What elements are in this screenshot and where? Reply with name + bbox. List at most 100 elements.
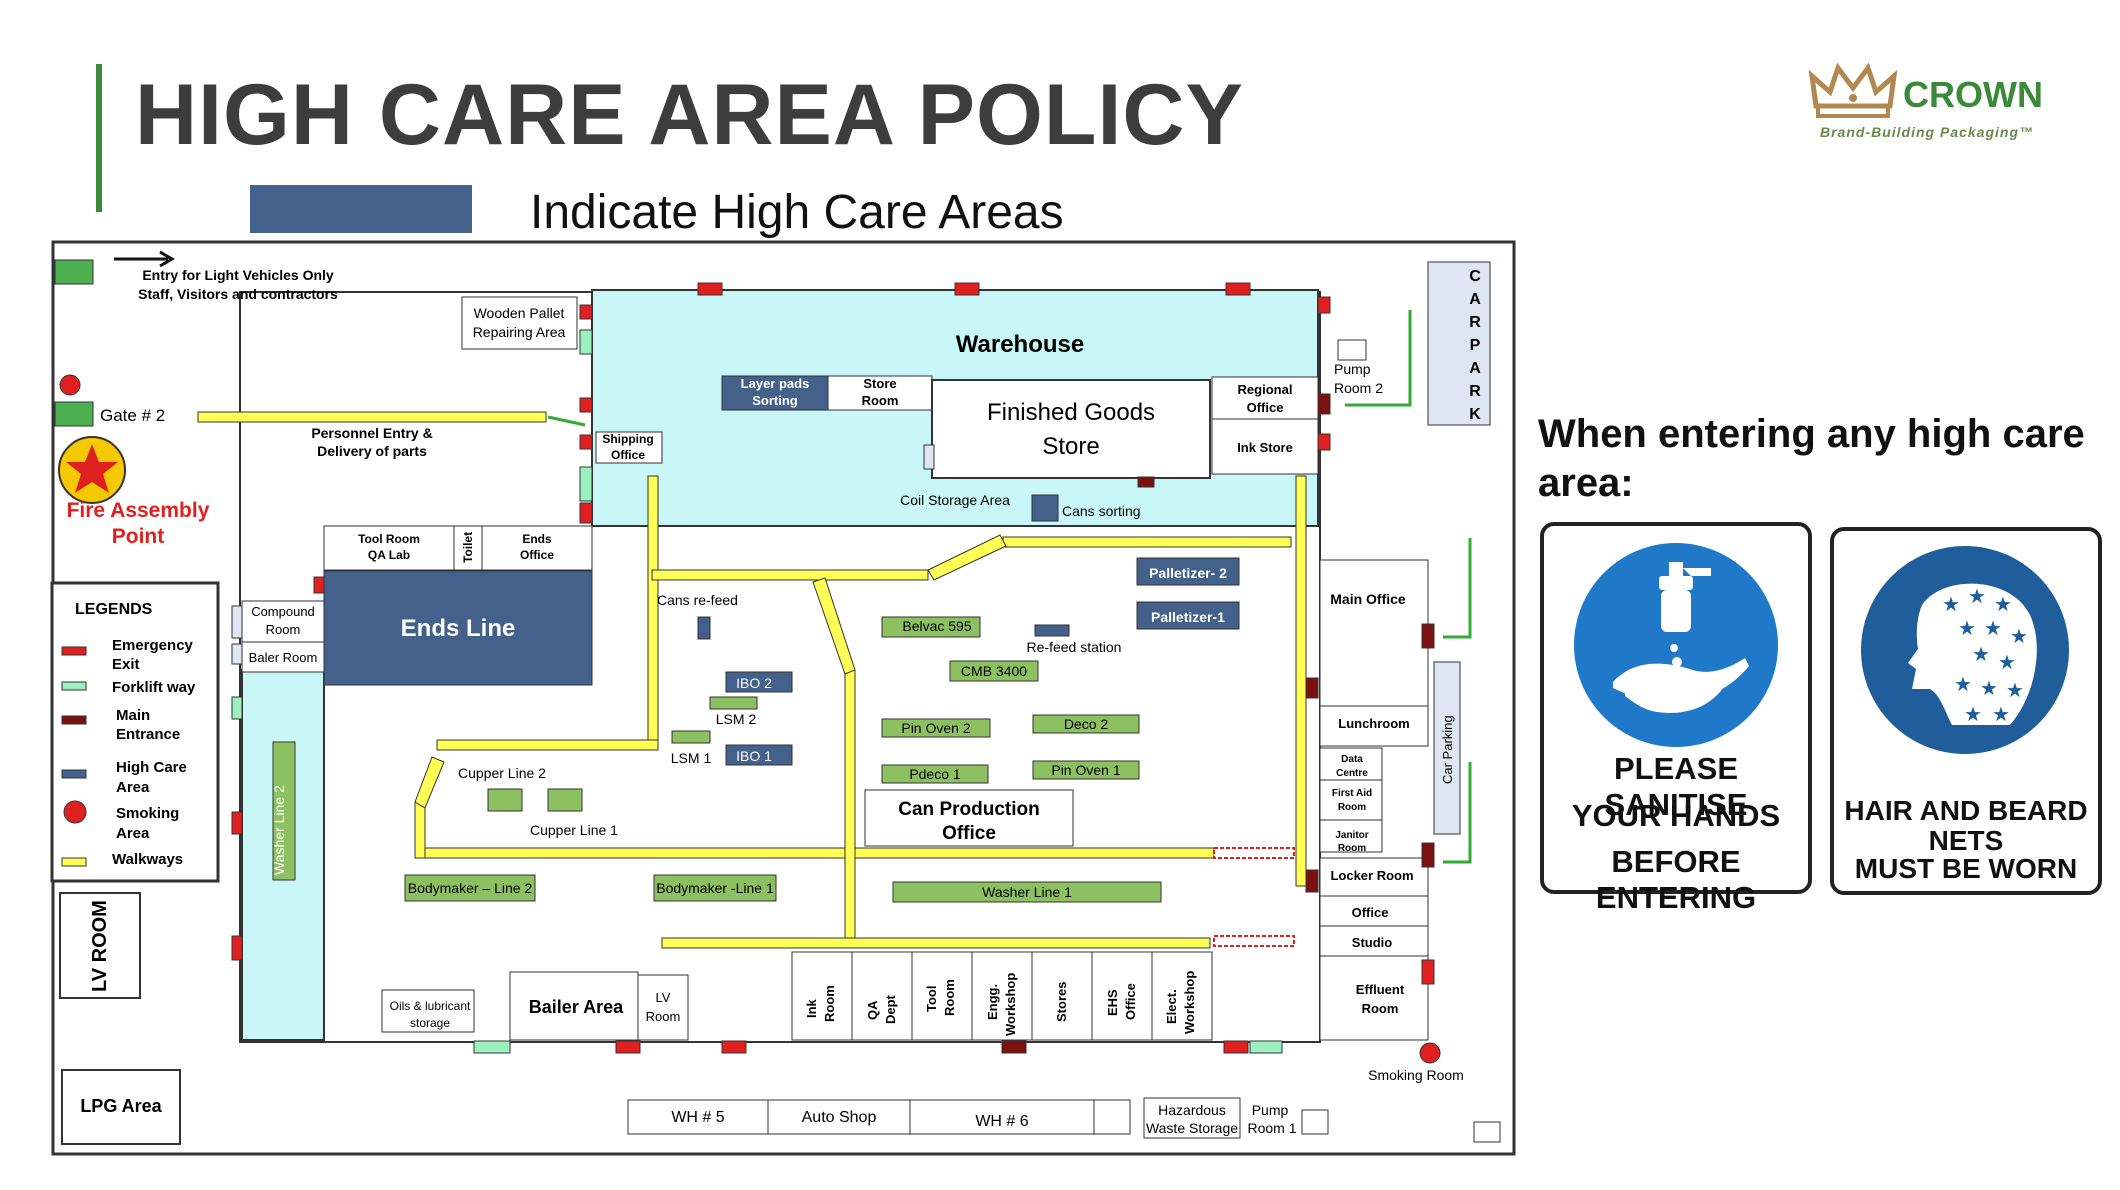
entry-marker bbox=[54, 259, 94, 285]
legend-smoking-swatch bbox=[63, 800, 87, 824]
svg-text:Emergency: Emergency bbox=[112, 637, 194, 654]
svg-text:Cans re-feed: Cans re-feed bbox=[657, 592, 738, 608]
cans-sorting-box bbox=[1031, 494, 1059, 522]
svg-text:Room 2: Room 2 bbox=[1334, 380, 1383, 396]
fire-assembly-2: Point bbox=[112, 525, 165, 548]
svg-text:Compound: Compound bbox=[251, 604, 315, 619]
crown-logo-icon bbox=[1808, 62, 1898, 118]
cmb-3400 bbox=[949, 660, 1039, 682]
effluent-room bbox=[1319, 955, 1429, 1041]
store-room bbox=[827, 375, 933, 411]
oils-storage bbox=[381, 989, 475, 1033]
svg-text:CMB 3400: CMB 3400 bbox=[961, 663, 1027, 679]
svg-text:Studio: Studio bbox=[1352, 935, 1392, 950]
svg-text:R: R bbox=[1469, 314, 1481, 331]
locker-room bbox=[1319, 857, 1429, 897]
legends-heading: LEGENDS bbox=[75, 601, 153, 618]
svg-text:LV: LV bbox=[656, 990, 671, 1005]
svg-text:Tool: Tool bbox=[924, 986, 939, 1012]
first-aid-room bbox=[1319, 779, 1383, 821]
svg-text:Shipping: Shipping bbox=[602, 432, 653, 446]
svg-text:LPG Area: LPG Area bbox=[80, 1096, 162, 1116]
hand-sanitiser-icon bbox=[1574, 543, 1778, 747]
svg-text:Repairing Area: Repairing Area bbox=[473, 324, 566, 340]
legend-emergency-swatch bbox=[61, 646, 87, 656]
svg-text:Pin Oven 2: Pin Oven 2 bbox=[901, 720, 970, 736]
svg-text:Office: Office bbox=[1352, 905, 1389, 920]
svg-text:Effluent: Effluent bbox=[1356, 982, 1405, 997]
sign1-line2: YOUR HANDS bbox=[1571, 798, 1781, 833]
bailer-area bbox=[509, 971, 639, 1041]
title-accent-bar bbox=[96, 64, 102, 212]
svg-text:Bailer Area: Bailer Area bbox=[529, 997, 624, 1017]
svg-text:Sorting: Sorting bbox=[752, 393, 798, 408]
svg-text:Cupper Line 1: Cupper Line 1 bbox=[530, 822, 618, 838]
page-title: HIGH CARE AREA POLICY bbox=[135, 67, 1244, 163]
svg-text:Smoking: Smoking bbox=[116, 805, 179, 822]
high-care-caption: Indicate High Care Areas bbox=[530, 186, 1064, 239]
warehouse-label: Warehouse bbox=[956, 331, 1084, 358]
wh-6 bbox=[909, 1099, 1095, 1135]
gate2-label: Gate # 2 bbox=[100, 406, 165, 425]
svg-text:Deco 2: Deco 2 bbox=[1064, 716, 1109, 732]
svg-text:★: ★ bbox=[1954, 672, 1972, 696]
legend-forklift-swatch bbox=[61, 681, 87, 691]
svg-text:Pump: Pump bbox=[1334, 361, 1371, 377]
logo-name: CROWN bbox=[1903, 74, 2043, 115]
pump-room2-box bbox=[1337, 339, 1367, 361]
svg-text:Main: Main bbox=[116, 707, 150, 724]
svg-text:Office: Office bbox=[1247, 400, 1284, 415]
svg-text:Bodymaker – Line 2: Bodymaker – Line 2 bbox=[408, 880, 533, 896]
svg-text:IBO 2: IBO 2 bbox=[736, 675, 772, 691]
exit-markers bbox=[231, 282, 1435, 1054]
ends-line-area bbox=[323, 570, 593, 686]
bodymaker-line-1 bbox=[653, 874, 777, 902]
washer-line-1 bbox=[892, 881, 1162, 903]
tool-room-qa-lab bbox=[323, 525, 455, 571]
studio bbox=[1319, 925, 1429, 957]
fire-assembly-1: Fire Assembly bbox=[67, 499, 210, 522]
notice-heading: When entering any high care area: bbox=[1538, 412, 2085, 506]
compound-room bbox=[241, 600, 325, 643]
wooden-pallet-area bbox=[461, 296, 578, 350]
svg-text:WH # 6: WH # 6 bbox=[975, 1113, 1028, 1130]
svg-text:★: ★ bbox=[1964, 702, 1982, 726]
toilet bbox=[453, 525, 483, 571]
pdeco-1 bbox=[881, 764, 989, 784]
svg-text:Smoking Room: Smoking Room bbox=[1368, 1067, 1464, 1083]
svg-text:LSM 2: LSM 2 bbox=[716, 711, 757, 727]
svg-text:Area: Area bbox=[116, 825, 150, 842]
smoking-dot-gate bbox=[59, 374, 81, 396]
washer-line2-label: Washer Line 2 bbox=[271, 785, 287, 875]
sign2-line2: NETS bbox=[1928, 825, 2004, 856]
personnel-walkway bbox=[197, 411, 547, 423]
svg-text:Wooden Pallet: Wooden Pallet bbox=[474, 305, 565, 321]
pin-oven-2 bbox=[881, 718, 991, 738]
entry-note-2: Staff, Visitors and contractors bbox=[138, 286, 338, 302]
svg-text:Exit: Exit bbox=[112, 656, 140, 673]
svg-text:★: ★ bbox=[1994, 592, 2012, 616]
svg-text:A: A bbox=[1469, 360, 1481, 377]
svg-text:Can Production: Can Production bbox=[898, 799, 1039, 820]
svg-text:Room: Room bbox=[646, 1009, 681, 1024]
svg-text:★: ★ bbox=[1958, 616, 1976, 640]
washer-line2-machine bbox=[272, 741, 296, 881]
svg-text:Office: Office bbox=[942, 823, 996, 844]
svg-text:K: K bbox=[1469, 406, 1481, 423]
svg-text:★: ★ bbox=[1992, 702, 2010, 726]
svg-text:EHS: EHS bbox=[1105, 989, 1120, 1016]
hazardous-waste-storage bbox=[1143, 1097, 1241, 1139]
layer-pads-sorting bbox=[721, 375, 829, 411]
svg-text:Workshop: Workshop bbox=[1003, 973, 1018, 1036]
svg-text:Toilet: Toilet bbox=[461, 532, 475, 563]
hair-beard-nets-sign: ★ ★ ★ ★ ★ ★ ★ ★ ★ ★ ★ ★ ★ HAIR AND BEARD NETS MU… bbox=[1830, 527, 2102, 895]
sign2-line1: HAIR AND BEARD bbox=[1844, 795, 2088, 826]
legend-walkway-swatch bbox=[61, 857, 87, 867]
svg-text:Bodymaker -Line 1: Bodymaker -Line 1 bbox=[656, 880, 774, 896]
svg-text:High Care: High Care bbox=[116, 759, 187, 776]
sign1-line1: PLEASE SANITISE bbox=[1604, 751, 1748, 822]
svg-text:Car Parking: Car Parking bbox=[1440, 715, 1455, 784]
svg-text:Cupper Line 2: Cupper Line 2 bbox=[458, 765, 546, 781]
svg-text:P: P bbox=[1470, 337, 1481, 354]
svg-text:Engg.: Engg. bbox=[985, 984, 1000, 1020]
